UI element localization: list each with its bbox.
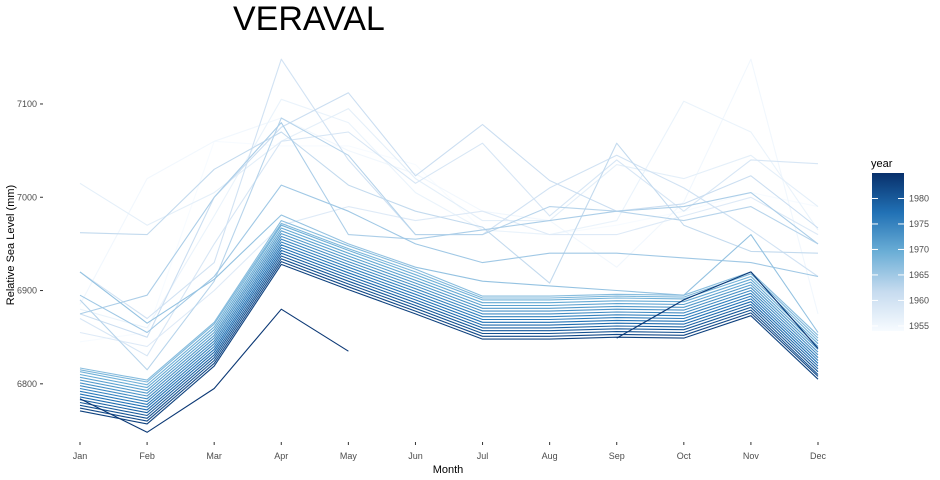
series-line-1970 (79, 227, 819, 389)
series-line-1968 (79, 222, 819, 383)
x-tick-label: Oct (677, 451, 692, 461)
y-tick-label: 7000 (17, 192, 37, 202)
x-tick-label: Jan (73, 451, 88, 461)
series-line-1963 (79, 117, 819, 371)
x-tick-label: Sep (609, 451, 625, 461)
series-line-1958 (79, 196, 819, 348)
legend-tick-label: 1980 (909, 193, 929, 203)
x-tick-label: Jul (477, 451, 489, 461)
legend-ticks: 1955 1960 1965 1970 1975 1980 (872, 193, 929, 331)
series-line-1964 (79, 122, 819, 315)
series-line-1959 (79, 131, 819, 357)
x-tick-label: Jun (408, 451, 423, 461)
series-line-1983 (79, 263, 819, 425)
series-line-1982 (79, 261, 819, 422)
x-tick-label: Feb (139, 451, 155, 461)
series-line-1972 (79, 233, 819, 394)
legend-tick-label: 1975 (909, 219, 929, 229)
series-line-1966 (79, 214, 819, 333)
series-line-1974 (79, 238, 819, 400)
legend-tick-label: 1970 (909, 244, 929, 254)
series-line-1973 (79, 235, 819, 397)
legend-tick-label: 1955 (909, 321, 929, 331)
series-line-1954 (79, 140, 819, 343)
series-line-1971 (79, 230, 819, 391)
legend-colorbar (872, 173, 904, 331)
y-axis-title: Relative Sea Level (mm) (5, 185, 17, 305)
series-line-1978 (79, 249, 819, 411)
x-tick-label: Aug (542, 451, 558, 461)
series-line-1965 (79, 184, 819, 334)
series-line-1956 (79, 98, 819, 329)
series-line-1960 (79, 58, 819, 320)
x-tick-label: Dec (810, 451, 827, 461)
series-line-1976 (79, 244, 819, 405)
y-axis: 6800 6900 7000 7100 (17, 99, 43, 389)
series-line-1961 (79, 92, 819, 338)
x-tick-label: May (340, 451, 358, 461)
series-line-1957 (79, 108, 819, 226)
x-tick-label: Nov (743, 451, 760, 461)
chart-title: VERAVAL (233, 0, 385, 38)
legend-tick-label: 1965 (909, 270, 929, 280)
series-line-1975 (79, 241, 819, 403)
series-line-1977 (79, 247, 819, 408)
series-line-1967 (79, 220, 819, 381)
legend-tick-label: 1960 (909, 295, 929, 305)
series-line-1984 (79, 271, 819, 433)
x-tick-label: Apr (274, 451, 288, 461)
x-axis-title: Month (433, 464, 464, 476)
y-tick-label: 6900 (17, 286, 37, 296)
series-line-1979 (79, 252, 819, 414)
x-axis: Jan Feb Mar Apr May Jun Jul Aug Sep Oct Nov Dec (73, 442, 827, 461)
legend: year 1955 1960 1965 1970 1975 1980 (871, 158, 929, 331)
series-line-1981 (79, 258, 819, 419)
y-tick-label: 6800 (17, 379, 37, 389)
series-line-1980 (79, 255, 819, 417)
x-tick-label: Mar (206, 451, 222, 461)
series-line-1955 (79, 58, 819, 315)
series-line-1962 (79, 131, 819, 284)
y-tick-label: 7100 (17, 99, 37, 109)
series-group (79, 58, 819, 433)
legend-title: year (871, 158, 893, 170)
